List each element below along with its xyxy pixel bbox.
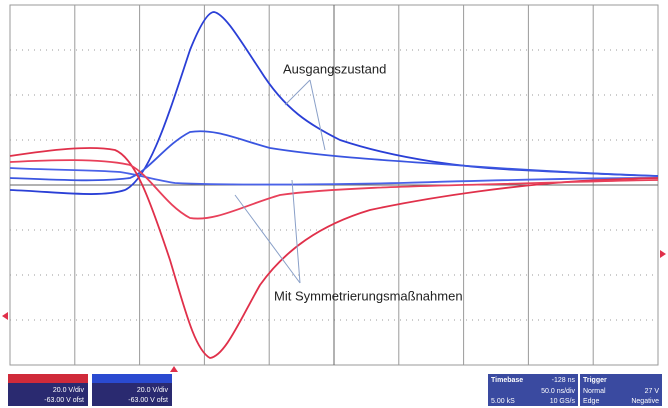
grid: [10, 5, 658, 365]
scope-display: Ausgangszustand Mit Symmetrierungsmaßnah…: [0, 0, 668, 408]
timebase-readout: Timebase -128 ns 50.0 ns/div 5.00 kS 10 …: [488, 374, 578, 406]
readout-header: [8, 374, 88, 383]
readout-text: 5.00 kS: [491, 398, 515, 405]
trigger-level-marker: [660, 250, 666, 258]
readout-text: 50.0 ns/div: [541, 388, 575, 395]
readout-text: 20.0 V/div: [137, 387, 169, 394]
oscilloscope-screen: Ausgangszustand Mit Symmetrierungsmaßnah…: [0, 0, 668, 408]
readout-title: Trigger: [583, 377, 607, 384]
readout-text: -63.00 V ofst: [128, 397, 168, 404]
readout-title: Timebase: [491, 377, 523, 384]
annotation: Ausgangszustand: [283, 61, 386, 76]
readout-text: Normal: [583, 388, 606, 395]
readout-text: 10 GS/s: [550, 398, 576, 405]
readout-text: 20.0 V/div: [53, 387, 85, 394]
trigger-marker: [170, 366, 178, 372]
readout-text: Edge: [583, 398, 599, 405]
channel-2-readout: 20.0 V/div -63.00 V ofst: [92, 374, 172, 406]
readout-header: [92, 374, 172, 383]
channel-1-readout: 20.0 V/div -63.00 V ofst: [8, 374, 88, 406]
readout-text: 27 V: [645, 388, 660, 395]
trigger-readout: Trigger Normal 27 V Edge Negative: [580, 374, 662, 406]
readout-text: Negative: [631, 398, 659, 405]
readout-text: -63.00 V ofst: [44, 397, 84, 404]
channel-marker: [2, 312, 8, 320]
annotation: Mit Symmetrierungsmaßnahmen: [274, 288, 463, 303]
readout-text: -128 ns: [552, 377, 576, 384]
